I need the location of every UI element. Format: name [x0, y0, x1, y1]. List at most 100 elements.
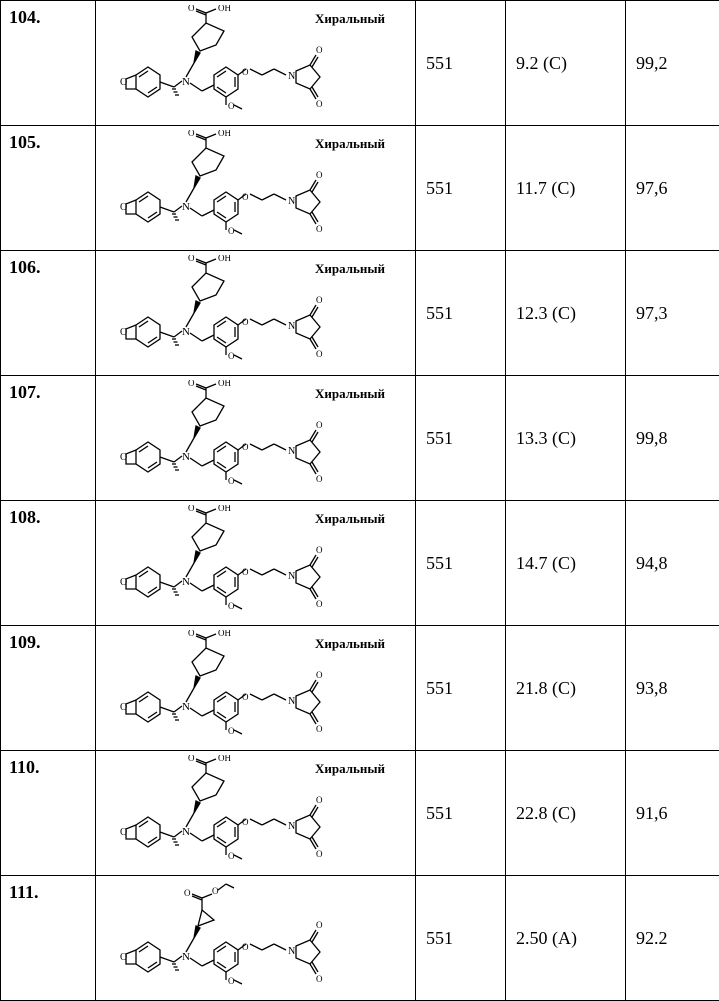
value-retention: 12.3 (C)	[506, 251, 626, 376]
chiral-label: Хиральный	[315, 261, 385, 277]
value-retention: 14.7 (C)	[506, 501, 626, 626]
svg-text:O: O	[188, 5, 195, 13]
value-mass: 551	[416, 626, 506, 751]
value-mass: 551	[416, 501, 506, 626]
svg-text:N: N	[182, 326, 190, 338]
svg-text:O: O	[316, 224, 323, 234]
svg-text:O: O	[316, 670, 323, 680]
value-purity: 97,3	[626, 251, 719, 376]
svg-text:O: O	[188, 380, 195, 388]
value-purity: 97,6	[626, 126, 719, 251]
value-purity: 91,6	[626, 751, 719, 876]
svg-text:O: O	[316, 170, 323, 180]
svg-text:N: N	[182, 826, 190, 838]
svg-text:O: O	[212, 886, 219, 896]
value-retention: 2.50 (A)	[506, 876, 626, 1001]
svg-text:O: O	[316, 974, 323, 984]
chiral-label: Хиральный	[315, 136, 385, 152]
value-mass: 551	[416, 876, 506, 1001]
svg-text:O: O	[188, 255, 195, 263]
svg-text:O: O	[316, 849, 323, 859]
table-row: 104.ХиральныйONOONOOOOH5519.2 (C)99,2	[1, 1, 719, 126]
svg-text:O: O	[228, 851, 235, 861]
chiral-label: Хиральный	[315, 386, 385, 402]
value-retention: 13.3 (C)	[506, 376, 626, 501]
svg-text:OH: OH	[218, 630, 231, 638]
svg-text:O: O	[120, 577, 127, 588]
compound-number: 105.	[1, 126, 96, 251]
value-purity: 99,2	[626, 1, 719, 126]
svg-text:OH: OH	[218, 255, 231, 263]
svg-text:O: O	[316, 724, 323, 734]
svg-text:OH: OH	[218, 505, 231, 513]
svg-text:N: N	[182, 76, 190, 88]
value-mass: 551	[416, 376, 506, 501]
value-retention: 21.8 (C)	[506, 626, 626, 751]
table-row: 107.ХиральныйONOONOOOOH55113.3 (C)99,8	[1, 376, 719, 501]
svg-text:O: O	[188, 505, 195, 513]
value-purity: 94,8	[626, 501, 719, 626]
structure-cell: ХиральныйONOONOOOOH	[96, 1, 416, 126]
svg-text:OH: OH	[218, 130, 231, 138]
svg-text:N: N	[288, 196, 295, 207]
svg-text:O: O	[228, 601, 235, 611]
svg-text:O: O	[184, 888, 191, 898]
svg-text:O: O	[228, 226, 235, 236]
svg-text:N: N	[288, 821, 295, 832]
structure-cell: ХиральныйONOONOOOOH	[96, 251, 416, 376]
compound-number: 108.	[1, 501, 96, 626]
svg-text:O: O	[120, 202, 127, 213]
svg-text:N: N	[288, 321, 295, 332]
value-purity: 93,8	[626, 626, 719, 751]
table-row: 108.ХиральныйONOONOOOOH55114.7 (C)94,8	[1, 501, 719, 626]
svg-text:O: O	[316, 795, 323, 805]
svg-text:O: O	[228, 101, 235, 111]
structure-cell: ХиральныйONOONOOOOH	[96, 501, 416, 626]
table-row: 110.ХиральныйONOONOOOOH55122.8 (C)91,6	[1, 751, 719, 876]
svg-text:O: O	[228, 351, 235, 361]
svg-text:O: O	[316, 474, 323, 484]
svg-text:O: O	[316, 599, 323, 609]
svg-text:O: O	[316, 920, 323, 930]
svg-text:O: O	[188, 630, 195, 638]
value-purity: 92.2	[626, 876, 719, 1001]
svg-text:OH: OH	[218, 5, 231, 13]
compound-number: 110.	[1, 751, 96, 876]
svg-text:N: N	[182, 951, 190, 963]
compound-number: 109.	[1, 626, 96, 751]
svg-text:O: O	[120, 702, 127, 713]
svg-text:O: O	[188, 755, 195, 763]
svg-text:N: N	[288, 571, 295, 582]
svg-text:O: O	[316, 295, 323, 305]
chiral-label: Хиральный	[315, 761, 385, 777]
svg-text:O: O	[120, 952, 127, 963]
svg-text:N: N	[288, 446, 295, 457]
value-retention: 11.7 (C)	[506, 126, 626, 251]
svg-text:O: O	[120, 827, 127, 838]
svg-text:O: O	[316, 45, 323, 55]
svg-text:N: N	[182, 701, 190, 713]
svg-text:O: O	[316, 545, 323, 555]
svg-text:O: O	[228, 976, 235, 986]
table-row: 111.ONOONOOOO5512.50 (A)92.2	[1, 876, 719, 1001]
svg-text:O: O	[228, 726, 235, 736]
chemical-structure-icon: ONOONOOOO	[106, 880, 406, 990]
svg-text:N: N	[288, 946, 295, 957]
svg-text:N: N	[182, 451, 190, 463]
value-mass: 551	[416, 751, 506, 876]
svg-text:O: O	[316, 99, 323, 109]
svg-text:O: O	[120, 452, 127, 463]
svg-text:N: N	[288, 71, 295, 82]
svg-text:O: O	[120, 77, 127, 88]
table-row: 105.ХиральныйONOONOOOOH55111.7 (C)97,6	[1, 126, 719, 251]
svg-text:N: N	[288, 696, 295, 707]
svg-text:N: N	[182, 576, 190, 588]
svg-text:O: O	[228, 476, 235, 486]
chiral-label: Хиральный	[315, 11, 385, 27]
structure-cell: ХиральныйONOONOOOOH	[96, 626, 416, 751]
value-mass: 551	[416, 251, 506, 376]
svg-text:O: O	[316, 349, 323, 359]
structure-cell: ХиральныйONOONOOOOH	[96, 126, 416, 251]
value-retention: 22.8 (C)	[506, 751, 626, 876]
svg-text:OH: OH	[218, 380, 231, 388]
